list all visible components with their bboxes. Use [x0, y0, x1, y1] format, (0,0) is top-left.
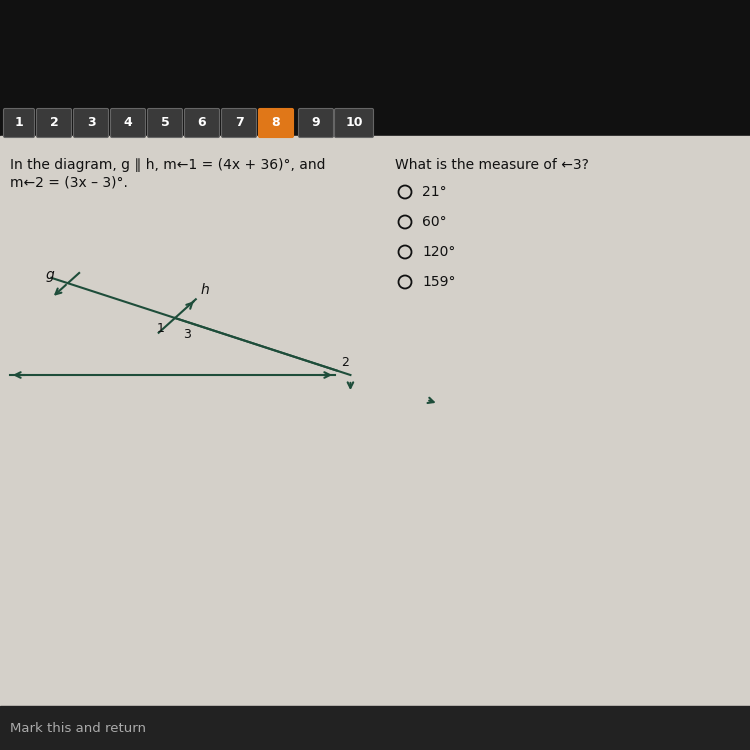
- Text: 10: 10: [345, 116, 363, 130]
- Text: What is the measure of ←3?: What is the measure of ←3?: [395, 158, 589, 172]
- Text: 1: 1: [157, 322, 165, 334]
- FancyBboxPatch shape: [184, 109, 220, 137]
- Text: 7: 7: [235, 116, 243, 130]
- Text: In the diagram, g ∥ h, m←1 = (4x + 36)°, and: In the diagram, g ∥ h, m←1 = (4x + 36)°,…: [10, 158, 326, 172]
- Text: m←2 = (3x – 3)°.: m←2 = (3x – 3)°.: [10, 176, 128, 190]
- Text: 2: 2: [50, 116, 58, 130]
- Text: 5: 5: [160, 116, 170, 130]
- Text: 3: 3: [183, 328, 191, 340]
- Text: Mark this and return: Mark this and return: [10, 722, 146, 734]
- Text: 3: 3: [87, 116, 95, 130]
- Text: 9: 9: [312, 116, 320, 130]
- Text: 120°: 120°: [422, 245, 455, 259]
- FancyBboxPatch shape: [110, 109, 146, 137]
- Text: 2: 2: [341, 356, 350, 370]
- FancyBboxPatch shape: [334, 109, 374, 137]
- FancyBboxPatch shape: [4, 109, 34, 137]
- Text: 8: 8: [272, 116, 280, 130]
- Bar: [0, 0, 750, 130]
- Text: 1: 1: [15, 116, 23, 130]
- Bar: [0, 136, 750, 706]
- Text: 21°: 21°: [422, 185, 447, 199]
- FancyBboxPatch shape: [74, 109, 109, 137]
- FancyBboxPatch shape: [221, 109, 256, 137]
- Bar: [0, 706, 750, 750]
- Text: 159°: 159°: [422, 275, 455, 289]
- FancyBboxPatch shape: [298, 109, 334, 137]
- Text: 6: 6: [198, 116, 206, 130]
- Text: 60°: 60°: [422, 215, 447, 229]
- Text: g: g: [46, 268, 54, 282]
- FancyBboxPatch shape: [148, 109, 182, 137]
- FancyBboxPatch shape: [259, 109, 293, 137]
- Text: h: h: [201, 284, 209, 297]
- Text: 4: 4: [124, 116, 132, 130]
- FancyBboxPatch shape: [37, 109, 71, 137]
